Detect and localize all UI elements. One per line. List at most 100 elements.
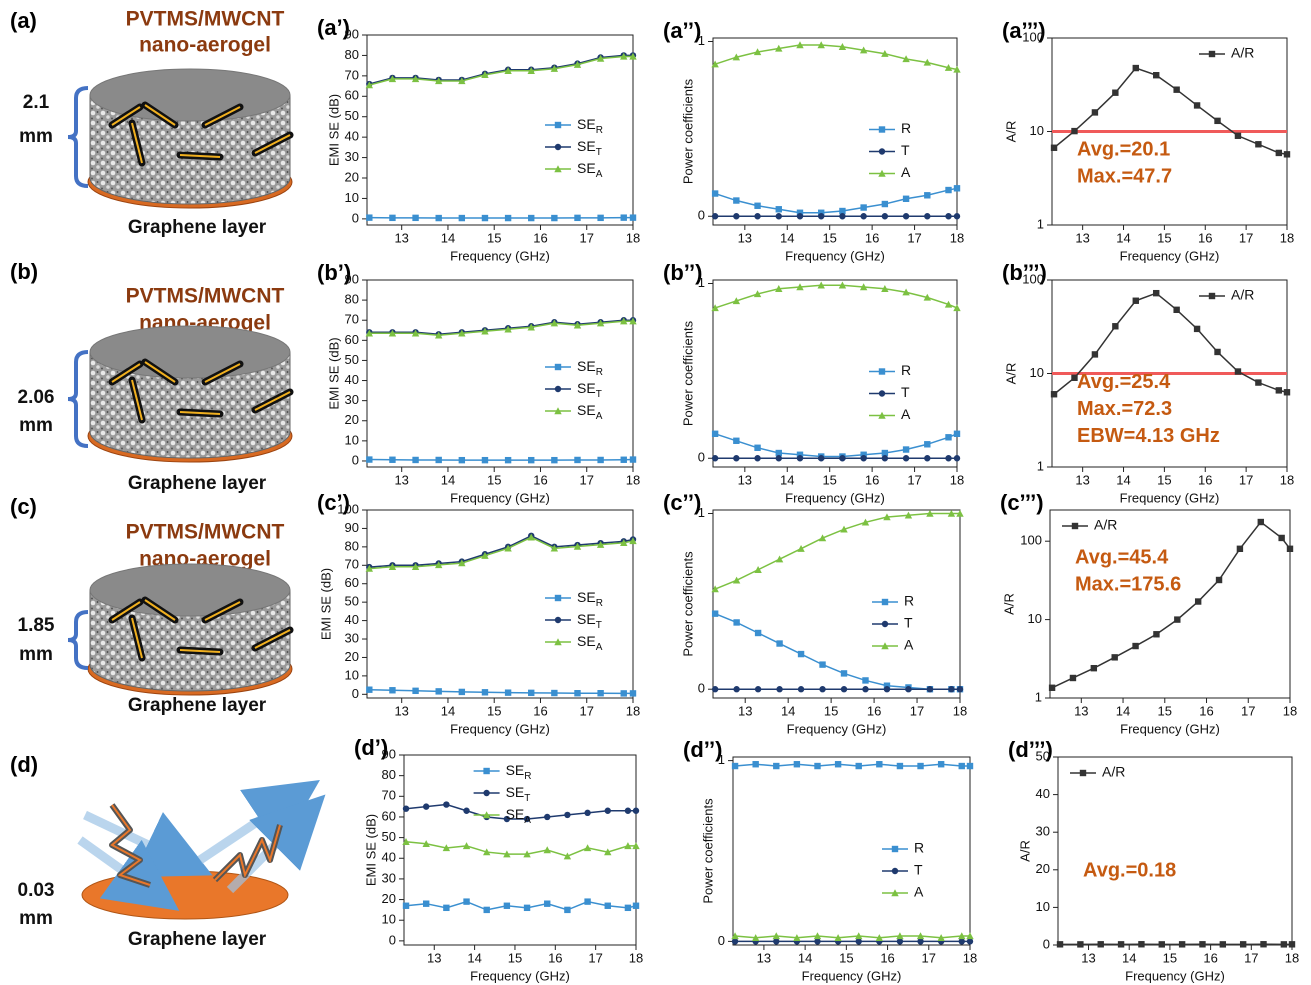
y-tick-label: 90 [345,26,359,41]
data-point [712,431,718,437]
data-point [860,204,866,210]
plot-frame [733,757,970,945]
x-tick-label: 18 [1280,472,1294,487]
data-point [818,455,824,461]
data-point [754,455,760,461]
data-point [754,203,760,209]
data-point [544,814,550,820]
data-point [564,907,570,913]
data-point [712,455,718,461]
data-point [423,803,429,809]
data-point [798,651,804,657]
y-tick-label: 10 [1030,123,1044,138]
data-point [459,215,465,221]
x-axis-label: Frequency (GHz) [785,248,885,263]
x-axis-label: Frequency (GHz) [787,721,887,736]
data-point [505,215,511,221]
data-point [776,455,782,461]
data-point [1051,391,1057,397]
x-tick-label: 18 [953,703,967,718]
panel-label: (c’’) [663,490,701,515]
data-point [621,457,627,463]
legend-label: SET [506,784,531,804]
x-tick-label: 15 [487,703,501,718]
data-point [555,386,561,392]
x-tick-label: 17 [910,703,924,718]
x-tick-label: 15 [1163,950,1177,965]
data-point [797,545,804,552]
data-point [1133,65,1139,71]
x-tick-label: 18 [626,472,640,487]
y-tick-label: 1 [718,752,725,767]
data-point [412,688,418,694]
data-point [555,144,561,150]
data-point [924,441,930,447]
x-tick-label: 13 [394,472,408,487]
data-point [1091,665,1097,671]
thickness-label: 2.06 [18,387,55,408]
y-tick-label: 0 [352,686,359,701]
data-point [1112,89,1118,95]
legend-label: T [914,862,923,878]
data-point [892,868,898,874]
data-point [903,446,909,452]
y-tick-label: 80 [345,538,359,553]
y-tick-label: 90 [345,520,359,535]
x-tick-label: 13 [1074,703,1088,718]
data-point [945,455,951,461]
y-tick-label: 10 [345,667,359,682]
y-tick-label: 0 [718,933,725,948]
y-tick-label: 1 [698,275,705,290]
layer-label: Graphene layer [128,929,267,950]
legend-label: T [901,142,910,158]
y-tick-label: 50 [345,108,359,123]
data-point [1276,387,1282,393]
data-point [862,686,868,692]
panel-label: (c) [10,494,37,519]
legend-label: SEA [577,633,603,653]
y-tick-label: 40 [345,129,359,144]
data-point [551,215,557,221]
data-point [630,690,636,696]
y-tick-label: 0 [698,681,705,696]
data-point [1199,941,1205,947]
panel-label: (a’’) [663,18,701,43]
data-point [819,686,825,692]
data-point [544,846,551,853]
x-tick-label: 16 [865,230,879,245]
data-point [882,201,888,207]
y-tick-label: 0 [1043,936,1050,951]
x-tick-label: 14 [780,472,794,487]
data-point [733,438,739,444]
thickness-label: 1.85 [18,615,55,636]
annotation: Max.=72.3 [1077,398,1172,420]
legend-label: A [901,164,911,180]
data-point [733,213,739,219]
data-point [1240,941,1246,947]
data-point [1214,118,1220,124]
data-point [459,457,465,463]
data-point [544,900,550,906]
legend-label: SET [577,380,602,400]
legend-label: SER [577,358,603,378]
data-point [860,213,866,219]
data-point [436,688,442,694]
data-point [482,689,488,695]
data-point [584,810,590,816]
legend-label: T [901,384,910,400]
data-point [528,690,534,696]
data-point [917,763,923,769]
data-point [1209,51,1215,57]
data-point [953,304,960,311]
y-tick-label: 40 [382,850,396,865]
data-point [621,690,627,696]
data-point [798,686,804,692]
data-point [879,148,885,154]
data-point [903,213,909,219]
data-point [1092,351,1098,357]
series-line [735,936,970,938]
series-line [406,842,636,856]
data-point [1255,379,1261,385]
data-point [794,761,800,767]
data-point [1276,150,1282,156]
